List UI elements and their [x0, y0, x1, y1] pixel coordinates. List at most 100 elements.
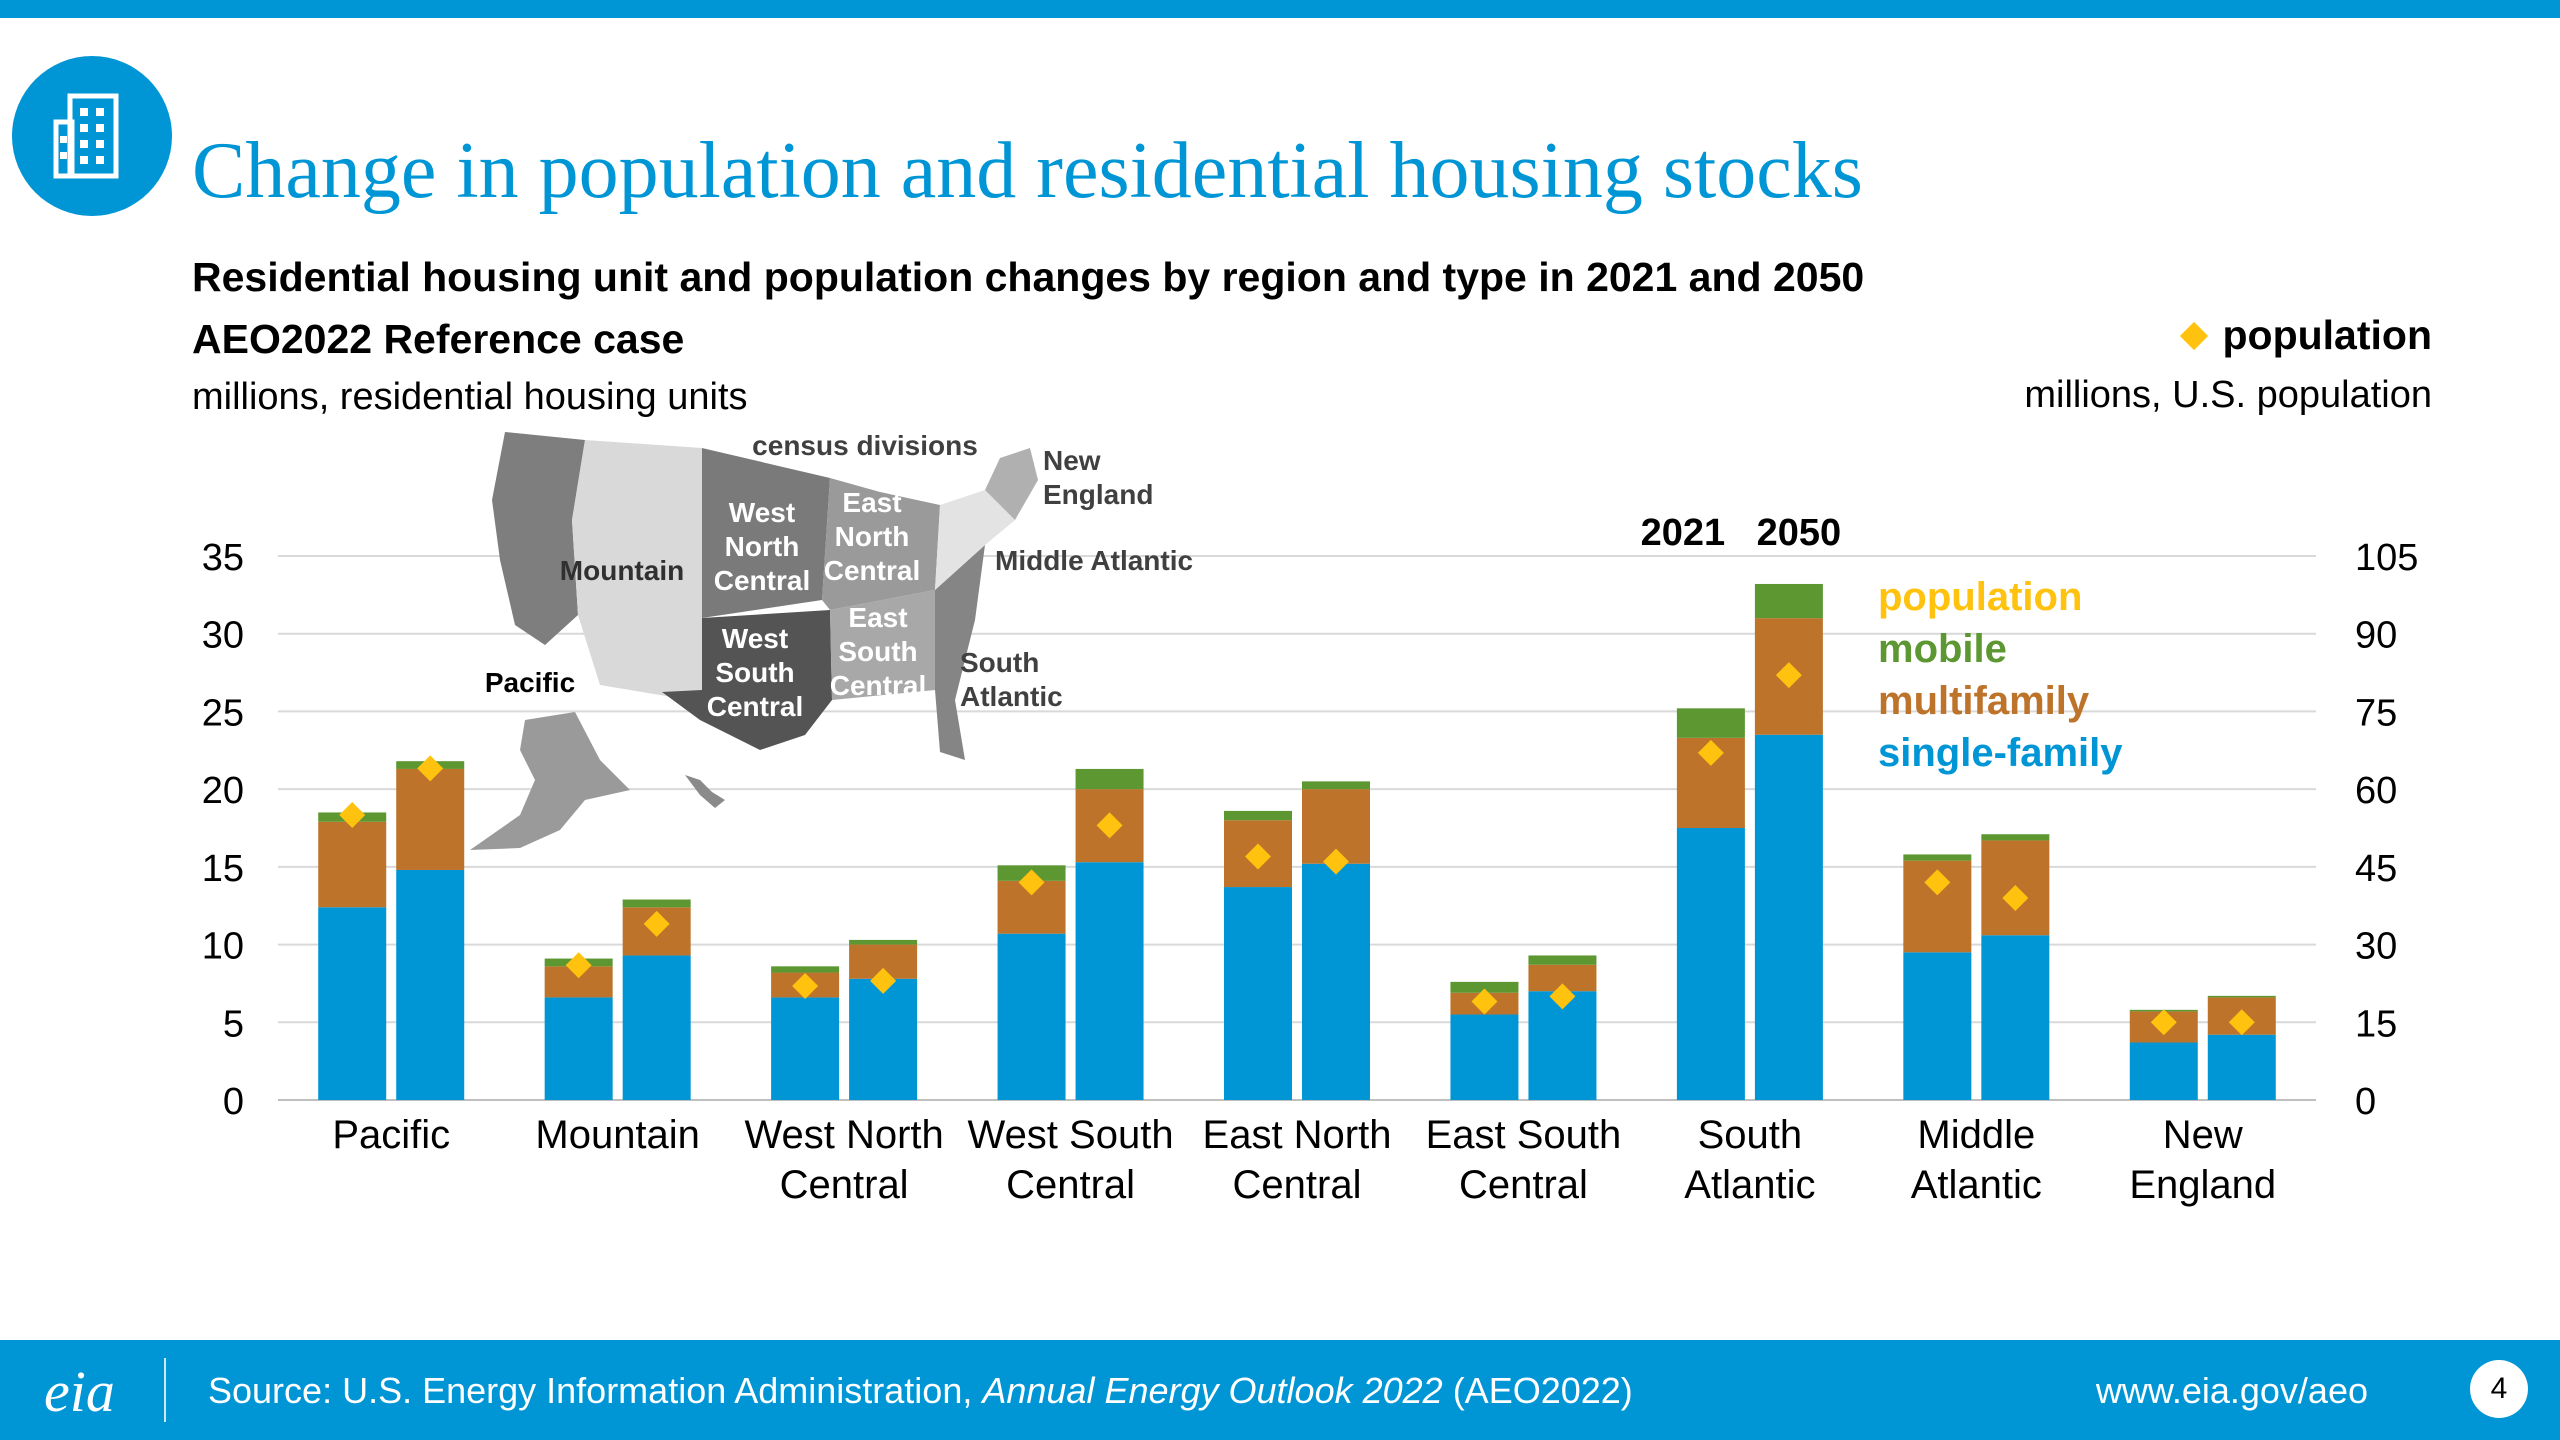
x-category-label: Atlantic	[1684, 1163, 1815, 1207]
x-category-label: Mountain	[535, 1113, 700, 1157]
population-marker-2021	[1471, 988, 1498, 1015]
y-right-tick-label: 75	[2355, 692, 2397, 734]
bar-single-family-2050	[2207, 1034, 2276, 1100]
y-left-tick-label: 35	[202, 537, 244, 579]
legend-item-mobile: mobile	[1878, 627, 2007, 671]
y-right-tick-label: 105	[2355, 537, 2418, 579]
bar-mobile-2021	[1450, 981, 1519, 993]
chart-subtitle: Residential housing unit and population …	[192, 254, 1865, 300]
map-label-west-north-central: West North Central	[714, 497, 810, 596]
legend-item-single-family: single-family	[1878, 731, 2123, 775]
case-label: AEO2022 Reference case	[192, 316, 685, 362]
x-category-label: East North	[1203, 1113, 1392, 1157]
y-left-tick-label: 30	[202, 615, 244, 657]
left-units-label: millions, residential housing units	[192, 376, 748, 418]
x-category-label: New	[2163, 1113, 2243, 1157]
bar-single-family-2050	[622, 955, 691, 1100]
y-right-tick-label: 45	[2355, 848, 2397, 890]
map-south-atlantic	[935, 545, 985, 760]
population-marker-2021	[565, 952, 592, 979]
map-mountain	[572, 440, 702, 700]
map-west-north-central	[702, 448, 830, 618]
map-label-new-england: New England	[1043, 445, 1153, 510]
population-marker-2050	[417, 755, 444, 782]
map-label-mountain: Mountain	[560, 555, 684, 586]
y-left-tick-label: 10	[202, 926, 244, 968]
y-right-tick-label: 0	[2355, 1081, 2376, 1123]
y-left-tick-label: 5	[223, 1003, 244, 1045]
bar-mobile-2050	[1075, 768, 1144, 790]
population-marker-2050	[1323, 848, 1349, 875]
legend-item-multifamily: multifamily	[1878, 679, 2090, 723]
bars-layer	[318, 583, 2276, 1100]
footer-url[interactable]: www.eia.gov/aeo	[2095, 1370, 2368, 1411]
map-new-england	[985, 448, 1038, 520]
bar-mobile-2021	[1903, 854, 1972, 861]
bar-single-family-2021	[1903, 952, 1972, 1100]
population-legend: population	[2180, 312, 2432, 359]
y-left-tick-label: 0	[223, 1081, 244, 1123]
map-title: census divisions	[752, 430, 978, 461]
map-label-east-south-central: East South Central	[830, 602, 926, 701]
population-marker-2050	[1775, 662, 1802, 689]
bar-single-family-2021	[544, 997, 613, 1100]
bar-single-family-2050	[1302, 863, 1370, 1100]
chart-legend: population mobile multifamily single-family	[1878, 575, 2123, 775]
map-label-east-north-central: East North Central	[824, 487, 920, 586]
building-icon	[53, 93, 119, 179]
eia-logo: eia	[44, 1359, 115, 1424]
population-marker-2050	[870, 967, 897, 994]
population-marker-2021	[1018, 869, 1045, 896]
source-citation: Source: U.S. Energy Information Administ…	[208, 1370, 1633, 1412]
population-marker-2050	[2228, 1009, 2255, 1036]
map-label-pacific: Pacific	[485, 667, 575, 698]
bar-single-family-2021	[2129, 1042, 2198, 1100]
bar-single-family-2050	[1754, 734, 1823, 1100]
y-right-tick-label: 90	[2355, 615, 2397, 657]
bar-single-family-2050	[396, 869, 465, 1100]
map-east-south-central	[830, 590, 935, 700]
y-left-tick-label: 20	[202, 770, 244, 812]
map-alaska	[470, 712, 630, 850]
bar-single-family-2021	[1224, 887, 1292, 1100]
x-category-label: West North	[744, 1113, 943, 1157]
bar-mobile-2050	[1754, 583, 1823, 619]
bar-multifamily-2021	[318, 821, 387, 908]
bar-mobile-2050	[2207, 995, 2276, 998]
population-marker-2021	[1924, 869, 1951, 896]
page-title: Change in population and residential hou…	[192, 127, 1863, 215]
population-marker-2021	[792, 973, 819, 1000]
housing-chart: census divisions Pacific Mountain West No…	[202, 430, 2419, 1207]
x-category-label: South	[1698, 1113, 1803, 1157]
x-category-label: Central	[1233, 1163, 1362, 1207]
map-west-south-central	[662, 610, 832, 750]
map-label-south-atlantic: South Atlantic	[960, 647, 1063, 712]
population-marker-2050	[643, 910, 670, 937]
y-right-tick-label: 60	[2355, 770, 2397, 812]
x-category-label: Pacific	[332, 1113, 450, 1157]
bar-multifamily-2050	[396, 768, 465, 870]
bar-mobile-2050	[1302, 781, 1370, 790]
source-title: Annual Energy Outlook 2022	[982, 1370, 1443, 1411]
x-category-label: Middle	[1917, 1113, 2035, 1157]
map-east-north-central	[822, 478, 940, 610]
bar-mobile-2050	[622, 899, 691, 908]
population-markers	[339, 662, 2255, 1036]
bar-mobile-2050	[849, 939, 918, 945]
bar-single-family-2050	[849, 978, 918, 1100]
bar-mobile-2021	[1676, 708, 1745, 738]
x-category-label: East South	[1426, 1113, 1622, 1157]
x-category-label: Atlantic	[1911, 1163, 2042, 1207]
population-marker-2021	[1245, 843, 1271, 870]
axes-labels: 0 5 10 15 20 25 30 35 0 15 30 45 60 75 90 105 Pacific Mou…	[202, 512, 2419, 1207]
map-middle-atlantic	[935, 490, 1015, 590]
source-prefix: Source: U.S. Energy Information Administ…	[208, 1370, 983, 1411]
year-label-2021: 2021	[1641, 512, 1726, 554]
page-number: 4	[2470, 1360, 2528, 1418]
map-label-middle-atlantic: Middle Atlantic	[995, 545, 1193, 576]
bar-single-family-2050	[1075, 862, 1144, 1100]
x-category-label: Central	[780, 1163, 909, 1207]
x-category-label: West South	[968, 1113, 1174, 1157]
top-accent-bar	[0, 0, 2560, 18]
bar-mobile-2021	[771, 966, 840, 973]
